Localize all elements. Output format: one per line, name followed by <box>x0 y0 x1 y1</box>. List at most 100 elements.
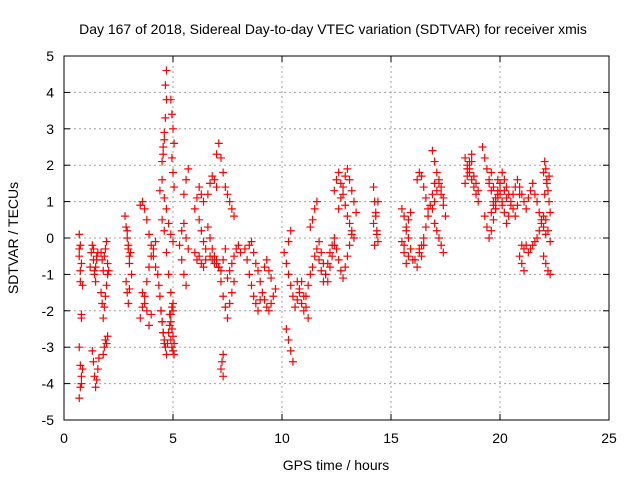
data-point <box>245 270 254 279</box>
data-point <box>212 183 221 192</box>
data-point <box>167 325 176 333</box>
data-point <box>251 299 260 308</box>
data-point <box>104 266 113 275</box>
data-point <box>158 317 167 326</box>
data-point <box>513 175 522 184</box>
data-point <box>177 226 186 235</box>
data-point <box>162 66 171 75</box>
data-point <box>504 212 513 221</box>
data-point <box>541 215 550 224</box>
x-tick-label: 15 <box>383 430 399 446</box>
data-point <box>249 292 258 301</box>
data-point <box>177 255 186 264</box>
data-point <box>428 146 437 155</box>
data-point <box>535 208 544 217</box>
data-point <box>125 259 134 268</box>
data-point <box>192 193 201 202</box>
data-point <box>343 212 352 221</box>
data-point <box>419 241 428 250</box>
data-point <box>216 277 225 286</box>
data-point <box>264 306 273 315</box>
data-point <box>480 212 489 221</box>
data-point <box>100 252 109 261</box>
data-point <box>330 186 339 195</box>
data-point <box>127 270 136 279</box>
data-point <box>339 183 348 192</box>
data-point <box>332 175 341 184</box>
data-point <box>517 190 526 199</box>
data-point <box>149 244 158 253</box>
data-point <box>336 266 345 275</box>
data-point <box>190 204 199 213</box>
data-point <box>170 183 179 192</box>
data-point <box>223 190 232 199</box>
x-axis: 0 5 10 15 20 25 <box>60 56 617 446</box>
y-tick-label: 5 <box>46 48 54 64</box>
data-point <box>271 284 280 293</box>
y-tick-label: 2 <box>46 157 54 173</box>
data-point <box>76 241 85 250</box>
y-tick-label: 1 <box>46 194 54 210</box>
data-point <box>467 150 476 159</box>
data-point <box>410 255 419 264</box>
data-point <box>169 237 177 246</box>
data-point <box>341 172 350 181</box>
data-point <box>535 226 544 235</box>
data-point <box>153 270 162 279</box>
data-point <box>208 244 217 253</box>
data-point <box>97 288 106 297</box>
y-tick-label: -2 <box>42 303 55 319</box>
data-point <box>417 172 426 181</box>
data-point <box>75 394 84 403</box>
data-point <box>206 234 215 242</box>
data-point <box>147 310 156 319</box>
data-point <box>543 226 552 235</box>
y-tick-label: -1 <box>42 266 55 282</box>
data-point <box>234 241 243 250</box>
data-point <box>164 270 173 279</box>
data-points <box>75 66 555 403</box>
data-point <box>89 244 98 253</box>
data-point <box>124 299 133 308</box>
data-point <box>319 259 328 268</box>
data-point <box>170 350 179 359</box>
data-point <box>373 237 382 246</box>
data-point <box>325 263 334 272</box>
data-point <box>515 183 524 192</box>
data-point <box>227 259 236 268</box>
data-point <box>369 183 378 192</box>
data-point <box>158 175 167 184</box>
data-point <box>94 354 103 363</box>
data-point <box>546 270 555 279</box>
data-point <box>413 263 422 272</box>
data-point <box>138 303 147 312</box>
data-point <box>421 193 430 202</box>
data-point <box>297 299 306 308</box>
data-point <box>159 143 168 151</box>
data-point <box>251 259 260 268</box>
data-point <box>343 252 352 261</box>
data-point <box>352 208 361 217</box>
data-point <box>158 157 167 166</box>
data-point <box>286 346 295 355</box>
data-point <box>306 270 315 279</box>
data-point <box>463 172 472 181</box>
data-point <box>203 190 212 199</box>
data-point <box>125 284 134 293</box>
data-point <box>122 223 131 232</box>
data-point <box>142 306 151 315</box>
data-point <box>145 321 154 330</box>
data-point <box>216 153 225 162</box>
data-point <box>262 255 271 264</box>
data-point <box>317 248 326 257</box>
data-point <box>169 299 177 308</box>
data-point <box>509 190 518 199</box>
data-point <box>102 237 111 246</box>
data-point <box>533 234 542 242</box>
data-point <box>89 357 98 366</box>
data-point <box>312 244 321 253</box>
data-point <box>310 252 319 261</box>
data-point <box>254 306 263 315</box>
data-point <box>182 175 191 184</box>
